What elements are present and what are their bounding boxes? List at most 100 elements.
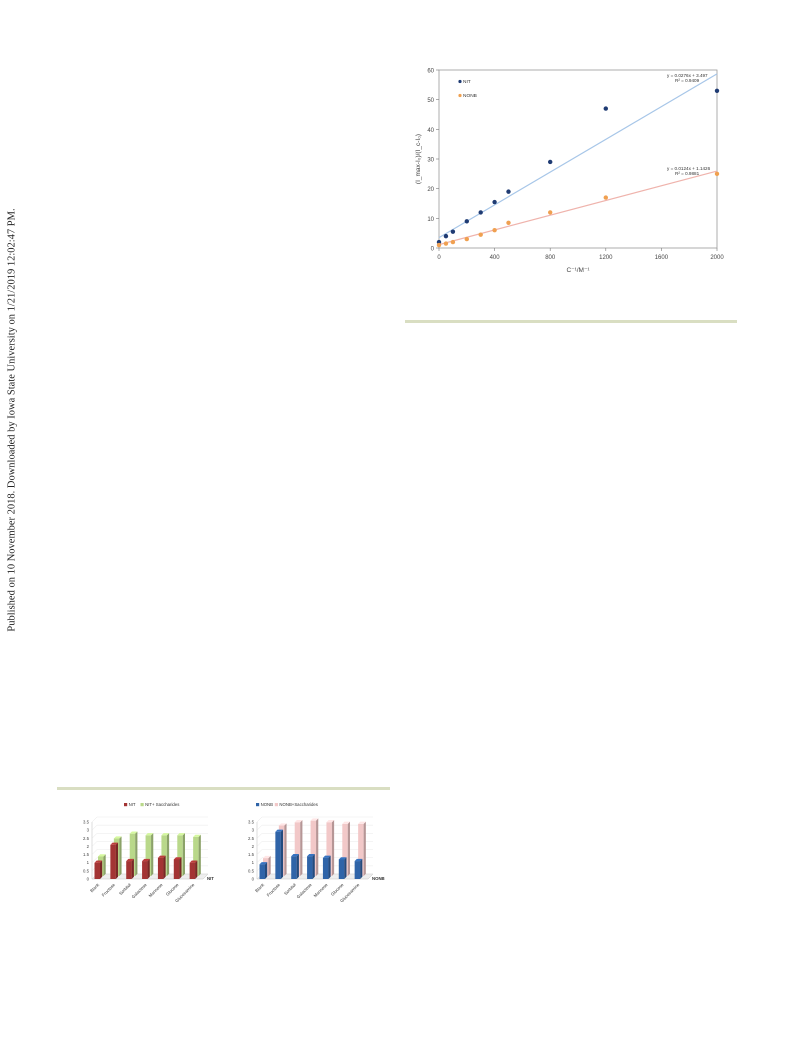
- legend-label: NIT: [129, 802, 136, 807]
- bar-nit-top: [173, 857, 182, 860]
- fit-equation-nit: y = 0.0276x + 3.497: [667, 73, 708, 78]
- data-point-nonb: [436, 242, 442, 248]
- bar-nonb-saccharides-face: [342, 823, 348, 876]
- x-tick-label: 400: [490, 255, 501, 261]
- y-tick-label: 2.5: [248, 836, 255, 841]
- y-tick-label: 1: [252, 860, 255, 865]
- bar-nit-face: [173, 859, 180, 879]
- data-point-nonb: [492, 228, 497, 233]
- bar-nit-saccharides-side: [198, 834, 201, 876]
- bar-nonb-saccharides-side: [300, 820, 303, 876]
- bar-nonb: [291, 854, 299, 879]
- x-tick-label: 1200: [599, 255, 613, 261]
- data-point-nonb: [603, 195, 608, 200]
- legend-label-nit: NIT: [463, 79, 471, 85]
- grid-diagonal: [256, 841, 263, 847]
- bar-nit-saccharides-top: [161, 833, 170, 836]
- bar-nonb-top: [307, 854, 315, 857]
- bar-nit-saccharides-side: [151, 833, 154, 876]
- legend-swatch: [124, 803, 128, 807]
- bar-nit-saccharides-top: [113, 836, 122, 839]
- y-tick-label: 2: [87, 844, 90, 849]
- bar-nit-saccharides-side: [182, 833, 185, 876]
- data-point-nonb: [478, 232, 483, 237]
- bar-nonb-saccharides-side: [331, 820, 335, 876]
- bar-nit-top: [189, 860, 198, 863]
- y-tick-label: 20: [427, 187, 434, 193]
- bar-nonb-top: [338, 857, 347, 860]
- bar-nonb-saccharides-top: [358, 821, 366, 824]
- category-label: Galactose: [296, 882, 314, 900]
- bar-nonb-side: [328, 855, 331, 879]
- bar-nit-side: [115, 842, 119, 879]
- y-tick-label: 2.5: [83, 836, 90, 841]
- bar-nit-saccharides-top: [177, 833, 185, 836]
- bar-nit-face: [189, 862, 196, 879]
- bar-nit-saccharides-top: [145, 833, 154, 836]
- category-label: Mannose: [313, 882, 329, 898]
- y-tick-label: 0: [87, 877, 90, 882]
- bar-nit: [142, 858, 150, 879]
- category-label: Galactose: [131, 882, 149, 900]
- category-label: Fructose: [266, 882, 282, 898]
- x-axis-label: C⁻¹/M⁻¹: [566, 267, 590, 274]
- bar-nit-saccharides-top: [98, 854, 106, 857]
- bar-nonb-top: [291, 854, 299, 857]
- bar-nonb-saccharides: [294, 820, 303, 876]
- plot-frame: [438, 69, 718, 249]
- bar-nit-side: [163, 855, 166, 879]
- y-tick-label: 30: [427, 158, 434, 164]
- y-tick-label: 1.5: [83, 852, 90, 857]
- data-point-nit: [714, 88, 720, 93]
- trendline-nonb: [438, 170, 718, 246]
- category-label: Fructose: [101, 882, 117, 898]
- bar-nonb-saccharides-side: [316, 818, 319, 876]
- category-label: Glucose: [165, 882, 180, 897]
- data-point-nit: [450, 229, 456, 234]
- data-point-nonb: [548, 210, 553, 215]
- y-tick-label: 2: [252, 844, 255, 849]
- legend-label: NONB+Saccharides: [279, 802, 318, 807]
- bar-nit: [94, 860, 103, 879]
- bar-nit-side: [179, 857, 182, 879]
- bar-nonb-saccharides-top: [263, 855, 271, 859]
- grid-diagonal: [91, 816, 98, 823]
- bar-nit: [189, 860, 198, 879]
- data-point-nit: [492, 199, 497, 205]
- data-point-nit: [603, 106, 608, 111]
- bar-nit-saccharides-face: [145, 835, 152, 876]
- grid-diagonal: [91, 825, 98, 831]
- bar-nit-face: [142, 861, 148, 879]
- bar-nonb-saccharides-top: [294, 820, 303, 823]
- nit-bar-chart: 0 0.5 1 1.5 2 2.5 3 3.5 Blank Fructose SorbitolGal…: [83, 802, 214, 903]
- category-label: Blank: [89, 882, 101, 894]
- y-tick-label: 50: [427, 98, 434, 104]
- bar-nit-top: [157, 855, 166, 858]
- grid-diagonal: [256, 816, 263, 823]
- axis-series-label: NONB: [372, 876, 385, 881]
- bar-nonb-top: [322, 855, 331, 858]
- x-tick-label: 1600: [655, 255, 669, 261]
- data-point-nonb: [443, 241, 449, 246]
- bar-nonb-face: [322, 857, 329, 879]
- x-tick-label: 0: [437, 255, 441, 261]
- bar-nit-side: [131, 858, 134, 879]
- legend-label-nonb: NONB: [463, 93, 477, 99]
- bar-nonb: [322, 855, 331, 879]
- grid-diagonal: [91, 841, 98, 847]
- data-point-nit: [443, 233, 449, 239]
- grid-diagonal: [91, 833, 98, 839]
- data-point-nonb: [714, 171, 720, 177]
- bar-nonb-saccharides-side: [268, 855, 271, 876]
- bar-nit-top: [142, 858, 150, 862]
- bar-nonb: [338, 857, 347, 879]
- bar-nit-saccharides: [129, 831, 138, 876]
- category-label: Sorbitol: [118, 882, 132, 896]
- bar-nit-side: [100, 860, 103, 879]
- bar-nonb-side: [296, 854, 299, 879]
- bar-nit: [110, 842, 119, 879]
- y-tick-label: 40: [427, 128, 434, 134]
- y-tick-label: 3: [252, 828, 255, 833]
- grid-diagonal: [91, 849, 98, 855]
- category-label: Sorbitol: [283, 882, 297, 896]
